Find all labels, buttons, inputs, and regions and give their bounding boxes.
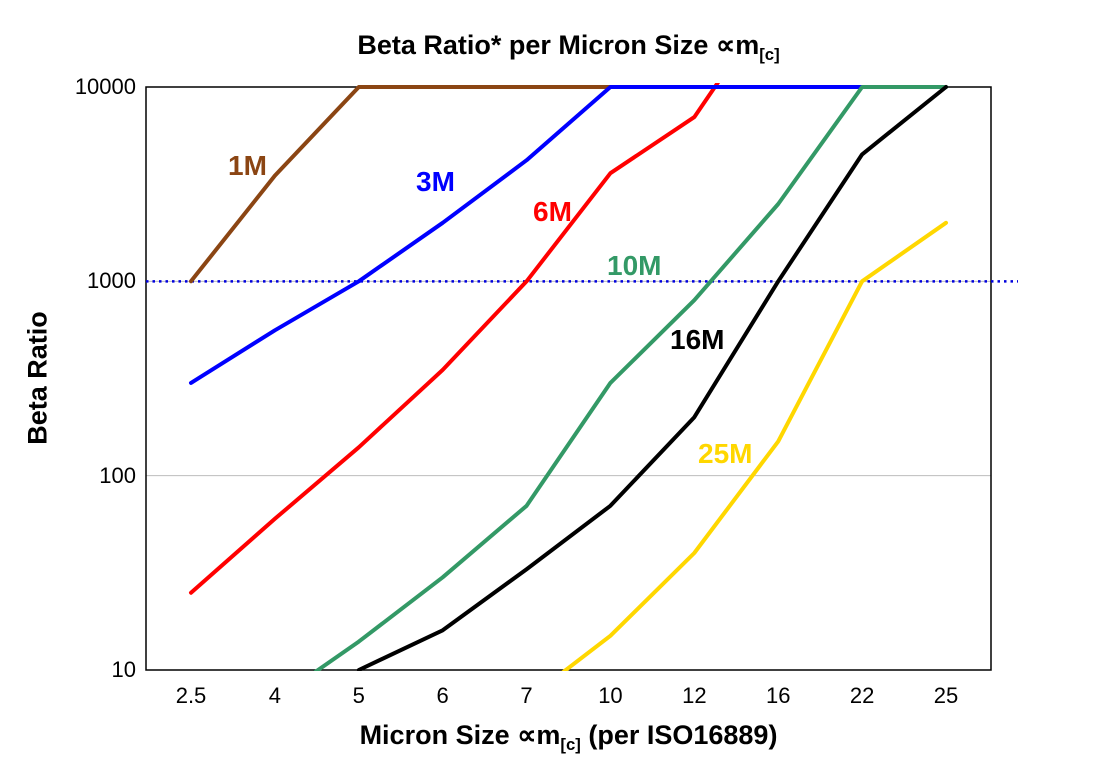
series-label-1M: 1M bbox=[228, 150, 267, 181]
x-tick-label-5: 5 bbox=[352, 683, 365, 708]
series-line-1M bbox=[189, 85, 613, 284]
x-axis-title-suffix: (per ISO16889) bbox=[580, 720, 778, 750]
x-tick-label-25: 25 bbox=[933, 683, 959, 708]
series-label-16M: 16M bbox=[670, 324, 725, 355]
series-line-6M bbox=[189, 83, 721, 595]
series-label-6M: 6M bbox=[533, 196, 572, 227]
series-line-16M bbox=[356, 85, 948, 671]
x-tick-label-7: 7 bbox=[520, 683, 533, 708]
series-line-10M bbox=[313, 85, 948, 671]
y-tick-label-1000: 1000 bbox=[87, 268, 136, 294]
plot-border bbox=[145, 86, 992, 671]
x-tick-label-10: 10 bbox=[598, 683, 623, 708]
chart-title-text: Beta Ratio* per Micron Size bbox=[357, 30, 716, 60]
y-tick-label-10000: 10000 bbox=[74, 74, 136, 99]
x-tick-label-6: 6 bbox=[436, 683, 449, 708]
chart-title: Beta Ratio* per Micron Size ∝m[c] bbox=[146, 30, 991, 65]
series-line-3M bbox=[189, 85, 865, 385]
y-tick-label-100: 100 bbox=[99, 462, 136, 488]
series-label-10M: 10M bbox=[607, 250, 662, 281]
x-tick-label-12: 12 bbox=[682, 683, 707, 708]
x-tick-label-2.5: 2.5 bbox=[175, 683, 207, 708]
y-tick-label-10: 10 bbox=[111, 657, 136, 682]
x-axis-title-subscript: [c] bbox=[560, 734, 581, 754]
series-line-25M bbox=[561, 220, 948, 671]
x-tick-label-22: 22 bbox=[849, 683, 875, 708]
series-label-3M: 3M bbox=[416, 166, 455, 197]
x-tick-label-4: 4 bbox=[268, 683, 281, 708]
series-label-25M: 25M bbox=[698, 438, 753, 469]
chart-title-subscript: [c] bbox=[759, 44, 780, 64]
x-tick-label-16: 16 bbox=[765, 683, 791, 708]
x-axis-title-text: Micron Size ∝m bbox=[359, 720, 561, 750]
x-axis-title: Micron Size ∝m[c] (per ISO16889) bbox=[146, 720, 991, 755]
chart-title-unit: ∝m bbox=[715, 30, 760, 60]
